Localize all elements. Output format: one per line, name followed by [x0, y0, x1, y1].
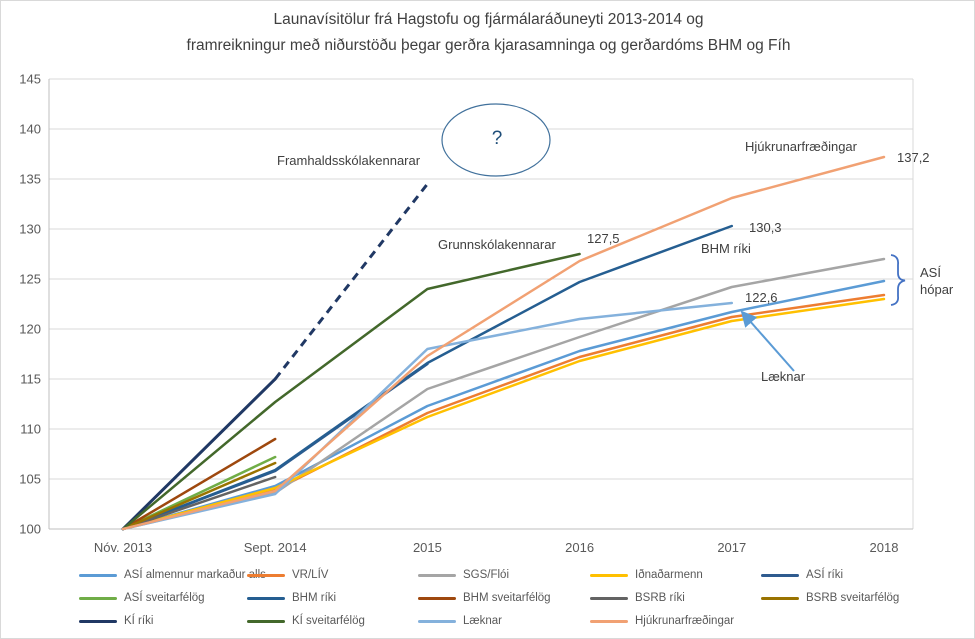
annotation-framhaldsskolakennarar: Framhaldsskólakennarar	[277, 153, 421, 168]
legend-item-i-na-armenn: Iðnaðarmenn	[590, 567, 703, 583]
legend-item-as-r-ki: ASÍ ríki	[761, 567, 843, 583]
legend-item-bsrb-r-ki: BSRB ríki	[590, 590, 685, 606]
chart-title-line2: framreikningur með niðurstöðu þegar gerð…	[186, 37, 791, 54]
plot-area: 100 105 110 115 120 125 130 135 140 145 Nóv. 2013 S…	[19, 72, 914, 555]
chart-title-line1: Launavísitölur frá Hagstofu og fjármálar…	[273, 11, 704, 28]
annotation-asi-hopar: ASÍ hópar	[920, 265, 954, 297]
legend-label: BHM sveitarfélög	[463, 592, 551, 604]
annotation-grunnskolakennarar: Grunnskólakennarar	[438, 237, 556, 252]
annotation-hjukrunarfraedingar: Hjúkrunarfræðingar	[745, 139, 857, 154]
legend-swatch	[590, 619, 628, 623]
legend-swatch	[590, 573, 628, 577]
legend-label: Læknar	[463, 615, 502, 627]
y-tick-label: 130	[19, 222, 41, 237]
legend-item-k-sveitarf-l-g: KÍ sveitarfélög	[247, 613, 365, 629]
y-tick-label: 115	[20, 372, 41, 387]
legend-label: Hjúkrunarfræðingar	[635, 615, 735, 627]
x-tick-label: 2017	[717, 540, 746, 555]
series-line-k-r-ki	[121, 377, 277, 531]
series-line-l-knar	[121, 301, 734, 531]
x-tick-label: Nóv. 2013	[94, 540, 152, 555]
x-tick-label: 2016	[565, 540, 594, 555]
legend-swatch	[79, 619, 117, 623]
y-tick-label: 105	[19, 472, 41, 487]
series-line-as-r-ki	[121, 362, 429, 531]
legend-item-as-sveitarf-l-g: ASÍ sveitarfélög	[79, 590, 205, 606]
series-line-framhaldssk-lakennarar-framreikningur	[274, 183, 429, 380]
data-label-bhm-riki-2017: 130,3	[749, 220, 782, 235]
y-tick-label: 110	[20, 422, 41, 437]
legend-item-sgs-fl-i: SGS/Flói	[418, 567, 509, 583]
legend-label: BHM ríki	[292, 592, 337, 604]
legend-swatch	[418, 596, 456, 600]
legend-row: ASÍ almennur markaður alls VR/LÍV SGS/Flói…	[1, 563, 974, 586]
legend-swatch	[418, 573, 456, 577]
legend-swatch	[247, 619, 285, 623]
y-tick-label: 125	[19, 272, 41, 287]
legend-item-bsrb-sveitarf-l-g: BSRB sveitarfélög	[761, 590, 899, 606]
y-tick-label: 135	[19, 172, 41, 187]
legend-label: Iðnaðarmenn	[635, 569, 703, 581]
x-tick-label: 2018	[870, 540, 899, 555]
legend-item-l-knar: Læknar	[418, 613, 502, 629]
data-label-laeknar-2017: 122,6	[745, 290, 778, 305]
legend-item-as-almennur-marka-ur-alls: ASÍ almennur markaður alls	[79, 567, 266, 583]
question-ellipse	[441, 103, 551, 177]
legend-swatch	[590, 596, 628, 600]
y-tick-label: 145	[19, 72, 41, 87]
legend-label: BSRB ríki	[635, 592, 685, 604]
y-tick-label: 120	[19, 322, 41, 337]
series-line-bsrb-r-ki	[121, 475, 277, 531]
series-line-bhm-r-ki	[121, 224, 734, 531]
legend: ASÍ almennur markaður alls VR/LÍV SGS/Flói…	[1, 563, 974, 637]
legend-label: ASÍ sveitarfélög	[124, 592, 205, 604]
legend-label: ASÍ ríki	[806, 569, 844, 581]
y-tick-label: 140	[19, 122, 41, 137]
legend-swatch	[247, 596, 285, 600]
asi-hopar-bracket	[890, 254, 906, 306]
laeknar-arrow	[740, 310, 795, 372]
legend-swatch	[418, 619, 456, 623]
legend-row: ASÍ sveitarfélög BHM ríki BHM sveitarfélög…	[1, 586, 974, 609]
annotation-laeknar: Læknar	[761, 369, 806, 384]
legend-item-hj-krunarfr-ingar: Hjúkrunarfræðingar	[590, 613, 734, 629]
legend-item-vr-l-v: VR/LÍV	[247, 567, 328, 583]
legend-swatch	[761, 573, 799, 577]
legend-item-bhm-r-ki: BHM ríki	[247, 590, 336, 606]
legend-item-bhm-sveitarf-l-g: BHM sveitarfélög	[418, 590, 551, 606]
annotation-bhm-riki: BHM ríki	[701, 241, 751, 256]
series-line-vr-l-v	[121, 293, 886, 531]
data-label-ki-sveitarfelog-2016: 127,5	[587, 231, 620, 246]
legend-swatch	[79, 573, 117, 577]
legend-row: KÍ ríki KÍ sveitarfélög Læknar Hjúkrunarfræ…	[1, 609, 974, 632]
legend-label: SGS/Flói	[463, 569, 510, 581]
series-line-bhm-sveitarf-l-g	[121, 437, 277, 531]
legend-label: KÍ sveitarfélög	[292, 615, 365, 627]
series-line-k-sveitarf-l-g	[121, 252, 581, 531]
legend-swatch	[247, 573, 285, 577]
legend-item-k-r-ki: KÍ ríki	[79, 613, 153, 629]
legend-label: ASÍ almennur markaður alls	[124, 569, 266, 581]
series-line-bsrb-sveitarf-l-g	[121, 461, 277, 531]
x-tick-label: Sept. 2014	[244, 540, 307, 555]
series-line-hj-krunarfr-ingar	[121, 155, 886, 531]
annotation-question-mark: ?	[491, 128, 503, 149]
y-tick-label: 100	[19, 522, 41, 537]
legend-label: BSRB sveitarfélög	[806, 592, 900, 604]
legend-label: VR/LÍV	[292, 569, 329, 581]
data-label-hjukrunarfraedingar-2018: 137,2	[897, 150, 930, 165]
x-tick-label: 2015	[413, 540, 442, 555]
legend-label: KÍ ríki	[124, 615, 154, 627]
series-line-as-almennur-marka-ur-alls	[121, 279, 886, 531]
legend-swatch	[79, 596, 117, 600]
legend-swatch	[761, 596, 799, 600]
